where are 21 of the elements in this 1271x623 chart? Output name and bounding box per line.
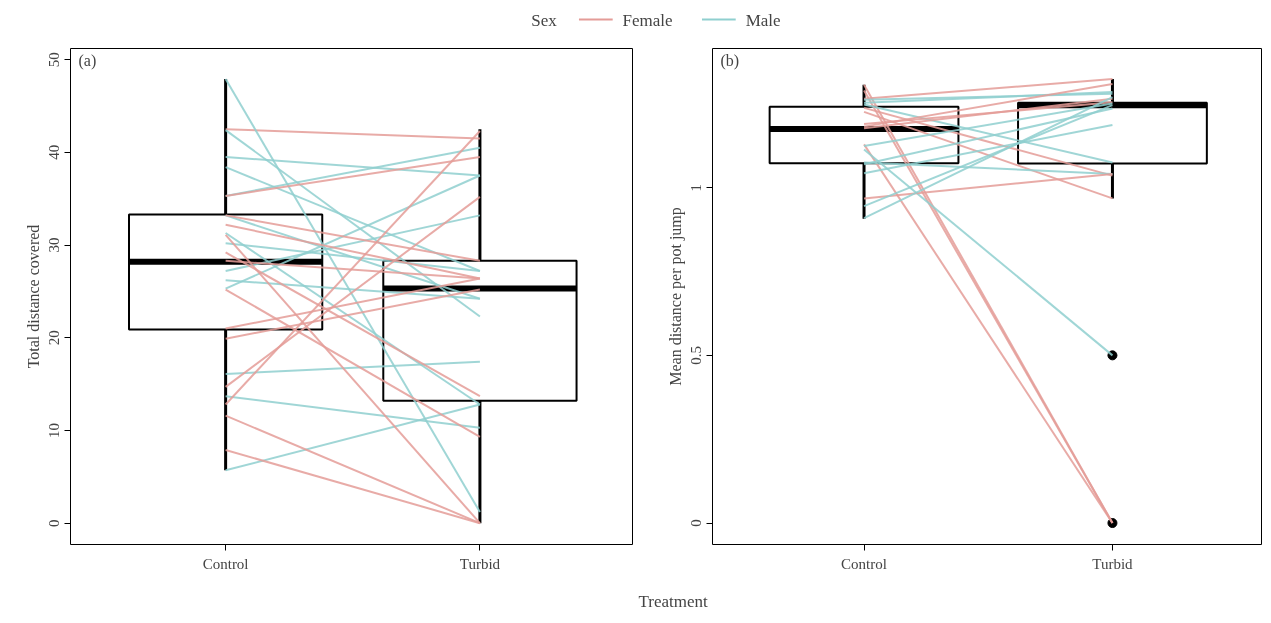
annotation: (b) [720, 51, 740, 70]
y-tick-label: 30 [46, 237, 63, 253]
y-tick-label: 0 [688, 519, 705, 527]
legend-label: Female [622, 10, 673, 30]
y-tick-label: 40 [46, 144, 63, 160]
x-tick-label: Turbid [1092, 555, 1134, 572]
x-tick-label: Control [841, 555, 887, 572]
y-tick-label: 0 [46, 519, 63, 527]
x-tick-label: Turbid [459, 555, 501, 572]
y-axis-title: Total distance covered [24, 224, 42, 369]
legend-title: Sex [531, 10, 558, 30]
y-tick-label: 50 [46, 52, 63, 68]
y-tick-label: 1 [688, 183, 705, 192]
annotation: (a) [78, 51, 97, 70]
x-axis-title: Treatment [638, 591, 709, 611]
legend-label: Male [745, 10, 781, 30]
x-tick-label: Control [202, 555, 249, 572]
y-axis-title: Mean distance per pot jump [666, 207, 685, 386]
y-tick-label: 0.5 [688, 345, 705, 365]
y-tick-label: 20 [46, 330, 63, 346]
y-tick-label: 10 [46, 422, 63, 438]
